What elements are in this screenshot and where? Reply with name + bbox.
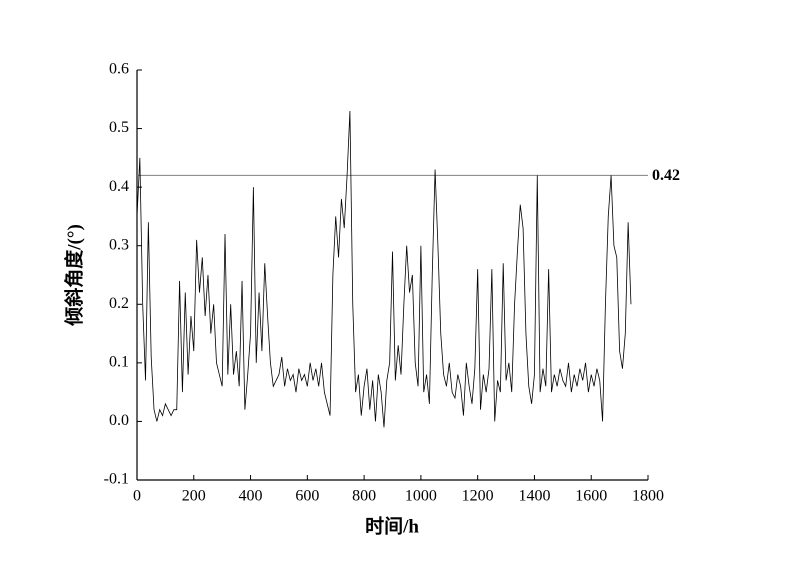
y-tick-label: 0.6 <box>109 61 129 78</box>
y-tick-label: 0.1 <box>109 354 129 371</box>
x-tick-label: 400 <box>239 488 263 505</box>
x-tick-label: 1600 <box>575 488 607 505</box>
y-tick-label: 0.4 <box>109 178 129 195</box>
x-tick-label: 200 <box>182 488 206 505</box>
x-tick-label: 1000 <box>405 488 437 505</box>
x-axis-title: 时间/h <box>365 515 419 537</box>
x-tick-label: 1800 <box>632 488 664 505</box>
x-tick-label: 1200 <box>462 488 494 505</box>
y-tick-label: 0.0 <box>109 412 129 429</box>
data-line <box>136 110 632 428</box>
x-tick-label: 1400 <box>518 488 550 505</box>
y-tick-label: 0.5 <box>109 119 129 136</box>
x-tick-label: 600 <box>295 488 319 505</box>
y-tick-label: -0.1 <box>104 471 129 488</box>
x-tick-label: 0 <box>133 488 141 505</box>
reference-label: 0.42 <box>652 167 680 184</box>
y-axis-title: 倾斜角度/(°) <box>62 224 85 327</box>
y-tick-label: 0.2 <box>109 295 129 312</box>
y-tick-label: 0.3 <box>109 236 129 253</box>
x-tick-label: 800 <box>352 488 376 505</box>
